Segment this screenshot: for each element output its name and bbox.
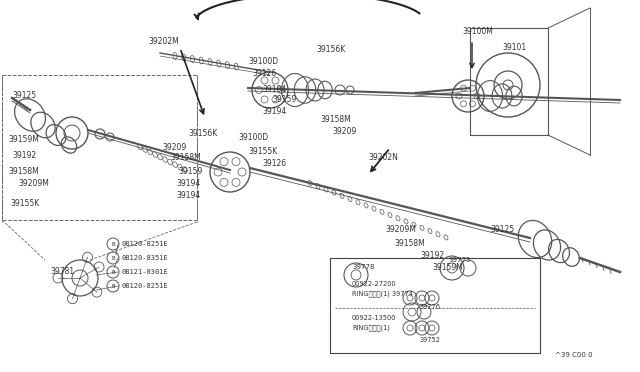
Text: 39209: 39209 [162, 144, 186, 153]
Text: 08121-0301E: 08121-0301E [122, 269, 169, 275]
Text: 39781: 39781 [50, 267, 74, 276]
Text: 39100D: 39100D [248, 58, 278, 67]
Text: 39209: 39209 [332, 128, 356, 137]
Text: RINGリング(1) 39774: RINGリング(1) 39774 [352, 291, 413, 297]
Text: B: B [111, 256, 115, 260]
Text: 39159: 39159 [178, 167, 202, 176]
Text: 39126: 39126 [262, 158, 286, 167]
Text: 39158M: 39158M [8, 167, 39, 176]
Text: 39155K: 39155K [10, 199, 39, 208]
Text: 39209M: 39209M [18, 179, 49, 187]
Text: 39155K: 39155K [248, 148, 277, 157]
Text: 39156K: 39156K [188, 128, 217, 138]
Text: 39202M: 39202M [148, 38, 179, 46]
Text: 39158M: 39158M [394, 238, 425, 247]
Text: 39101: 39101 [502, 44, 526, 52]
Text: 39202N: 39202N [368, 154, 398, 163]
Text: 39778: 39778 [352, 264, 374, 270]
Text: 39100D: 39100D [238, 132, 268, 141]
Text: B: B [111, 283, 115, 289]
Text: 39158M: 39158M [170, 154, 201, 163]
Text: 08120-8251E: 08120-8251E [122, 241, 169, 247]
Text: B: B [111, 241, 115, 247]
Text: 39775: 39775 [448, 257, 470, 263]
Text: B: B [111, 269, 115, 275]
Text: 39752: 39752 [420, 337, 441, 343]
Text: 39192: 39192 [420, 251, 444, 260]
Text: RINGリング(1): RINGリング(1) [352, 325, 390, 331]
Text: 39192: 39192 [12, 151, 36, 160]
Text: 39194: 39194 [176, 192, 200, 201]
Text: 00922-27200: 00922-27200 [352, 281, 397, 287]
Bar [2, 75, 197, 220]
Text: 39156K: 39156K [316, 45, 345, 55]
Bar [330, 258, 540, 353]
Text: 39159M: 39159M [432, 263, 463, 273]
Text: 39776: 39776 [420, 304, 441, 310]
Text: 39159: 39159 [272, 96, 296, 105]
Text: 39126: 39126 [252, 70, 276, 78]
Text: ^39 C00 0: ^39 C00 0 [555, 352, 593, 358]
Text: 39159M: 39159M [8, 135, 39, 144]
Text: 39100M: 39100M [462, 28, 493, 36]
Text: 39194: 39194 [176, 179, 200, 187]
Text: 39194: 39194 [262, 84, 286, 93]
Text: 08120-8351E: 08120-8351E [122, 255, 169, 261]
Text: 39158M: 39158M [320, 115, 351, 125]
Text: 39125: 39125 [12, 90, 36, 99]
Text: 39209M: 39209M [385, 225, 416, 234]
Text: 00922-13500: 00922-13500 [352, 315, 397, 321]
Text: 39125: 39125 [490, 225, 514, 234]
Text: 08120-8251E: 08120-8251E [122, 283, 169, 289]
Text: 39194: 39194 [262, 106, 286, 115]
